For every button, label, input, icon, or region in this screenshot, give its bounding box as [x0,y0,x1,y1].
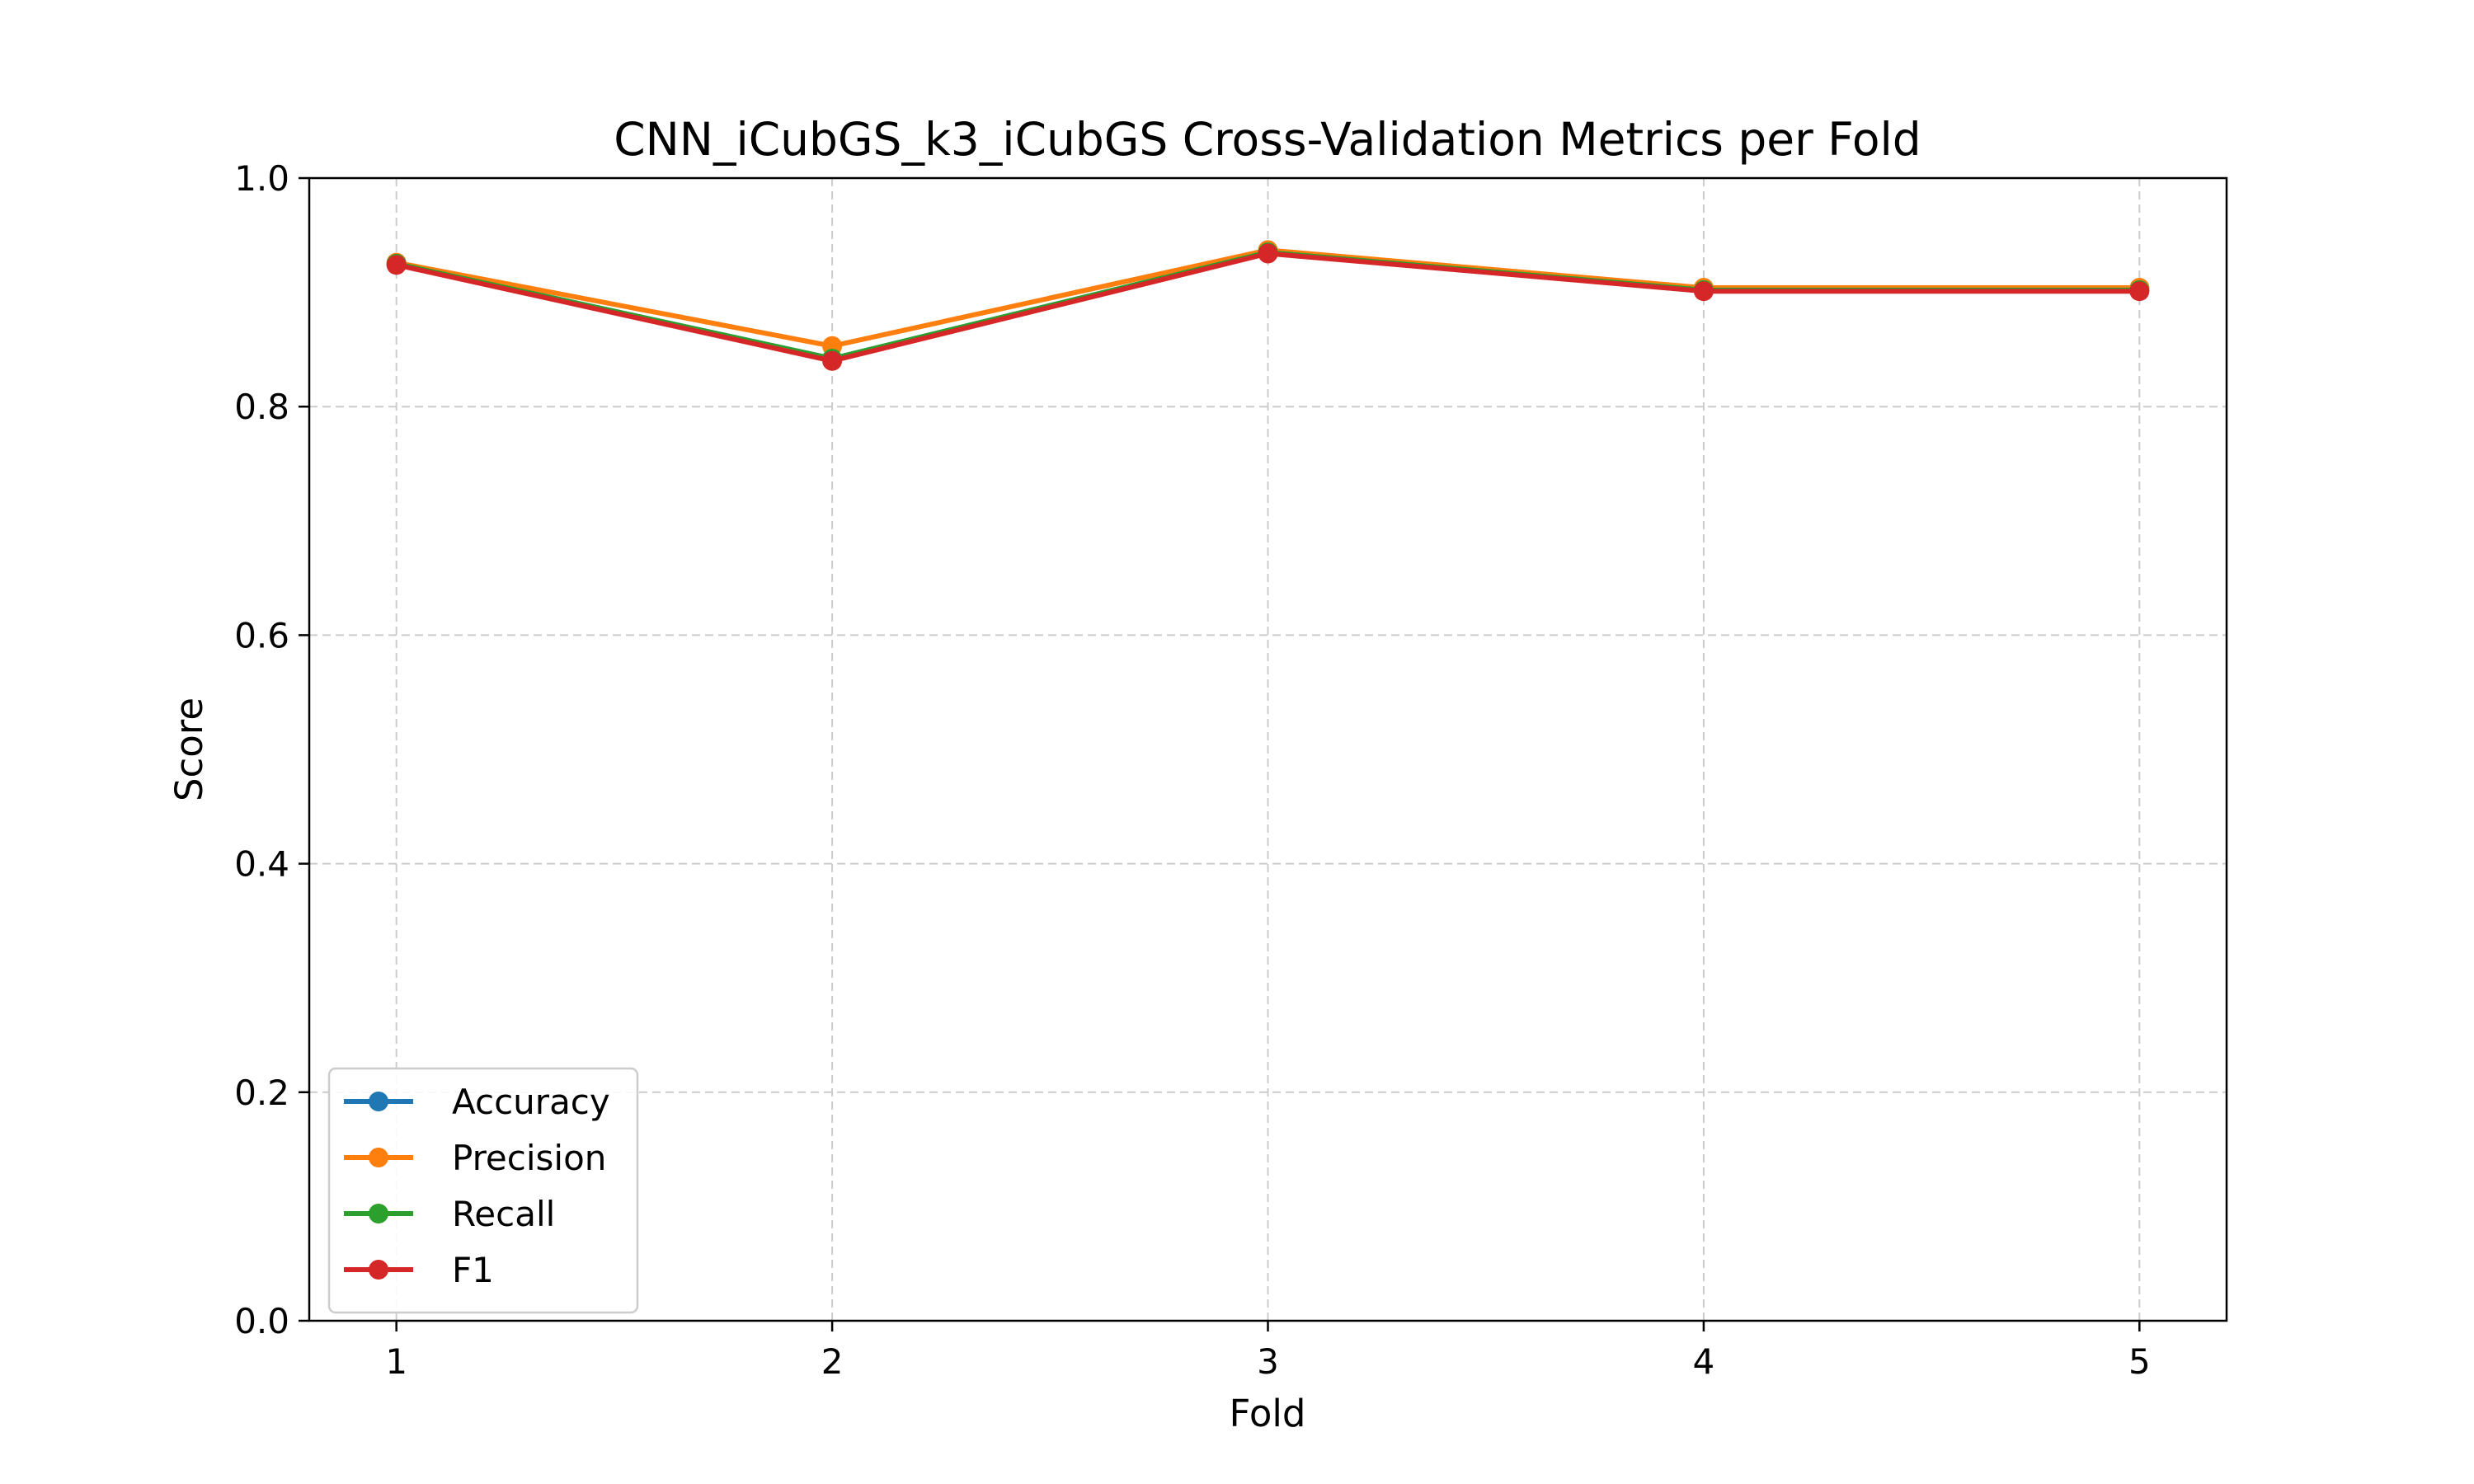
legend-marker-precision [369,1148,388,1167]
x-axis-label: Fold [1230,1392,1306,1435]
f1-point [822,350,843,371]
x-tick-label: 3 [1257,1341,1279,1382]
legend-label-recall: Recall [452,1194,555,1234]
legend-marker-accuracy [369,1092,388,1111]
legend-label-f1: F1 [452,1250,494,1290]
y-axis-label: Score [167,697,211,801]
legend: Accuracy Precision Recall F1 [327,1067,639,1314]
y-tick-label: 0.0 [234,1301,289,1341]
f1-point [1258,243,1278,264]
ticks: 1 2 3 4 5 0.0 0.2 0.4 0.6 0.8 1.0 [234,158,2150,1382]
y-tick-label: 0.8 [234,387,289,427]
legend-label-accuracy: Accuracy [452,1082,610,1122]
f1-point [2129,281,2150,302]
series-layer [386,240,2150,371]
legend-box [327,1067,639,1314]
y-tick-label: 1.0 [234,158,289,199]
y-tick-label: 0.2 [234,1073,289,1113]
y-tick-label: 0.4 [234,844,289,885]
legend-marker-f1 [369,1260,388,1280]
x-tick-label: 1 [385,1341,407,1382]
legend-label-precision: Precision [452,1138,606,1178]
x-tick-label: 5 [2128,1341,2151,1382]
legend-marker-recall [369,1204,388,1223]
y-tick-label: 0.6 [234,615,289,655]
chart-title: CNN_iCubGS_k3_iCubGS Cross-Validation Me… [614,113,1921,166]
x-tick-label: 4 [1693,1341,1715,1382]
f1-point [386,255,407,275]
f1-point [1693,281,1714,302]
x-tick-label: 2 [821,1341,844,1382]
